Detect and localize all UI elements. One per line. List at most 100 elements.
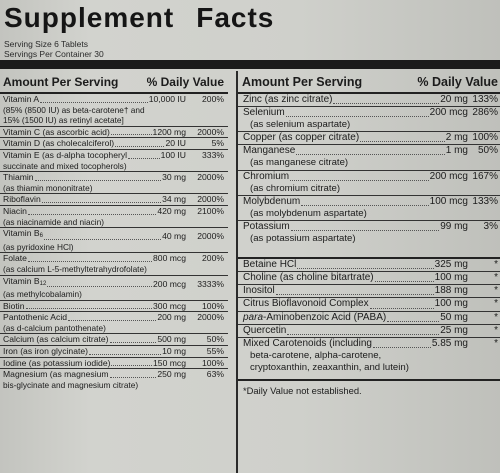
nutrient-name: Pantothenic Acid: [3, 312, 68, 323]
daily-value-percent: 2000%: [197, 312, 224, 323]
dot-leader: [40, 101, 148, 103]
nutrient-name: Vitamin C (as ascorbic acid): [3, 126, 110, 137]
daily-value-percent: *: [494, 285, 498, 297]
dot-leader: [369, 307, 434, 309]
nutrient-source-note: (as calcium L-5-methyltetrahydrofolate): [3, 263, 147, 274]
other-ingredients-list: Betaine HCl 325 mg * Choline (as choline bi…: [238, 257, 500, 374]
nutrient-source-note: cryptoxanthin, zeaxanthin, and lutein): [250, 361, 409, 373]
nutrient-name: Biotin: [3, 300, 25, 311]
nutrient-row: Iron (as iron glycinate) 10 mg 55%: [0, 345, 228, 357]
right-column-header: Amount Per Serving % Daily Value: [238, 71, 500, 94]
nutrient-row: Vitamin A 10,000 IU 200%: [0, 94, 228, 105]
nutrient-source-note: (as chromium citrate): [250, 182, 341, 194]
nutrient-row: Biotin 300 mcg 100%: [0, 299, 228, 312]
nutrient-row: Selenium 200 mcg 286%: [238, 106, 500, 119]
daily-value-percent: *: [494, 259, 498, 271]
title-word-supplement: Supplement: [4, 2, 175, 33]
nutrient-amount: 250 mg: [157, 369, 186, 380]
nutrient-amount: 800 mcg: [153, 253, 186, 264]
dot-leader: [372, 346, 431, 348]
nutrient-name: Selenium: [243, 107, 285, 119]
nutrient-name: Thiamin: [3, 172, 34, 183]
nutrient-name: Iron (as iron glycinate): [3, 346, 89, 357]
nutrient-amount: 200 mcg: [429, 107, 468, 119]
nutrient-amount: 150 mcg: [153, 357, 186, 368]
nutrient-amount: 10 mg: [162, 346, 186, 357]
nutrient-amount: 420 mg: [157, 205, 186, 216]
daily-value-percent: 2000%: [197, 231, 224, 242]
daily-value-percent: 2100%: [197, 205, 224, 216]
nutrient-amount: 20 IU: [165, 138, 186, 149]
nutrient-amount: 25 mg: [440, 324, 468, 336]
dot-leader: [360, 140, 445, 143]
nutrient-amount: 500 mg: [157, 334, 186, 345]
nutrient-name: Betaine HCl: [243, 259, 297, 271]
nutrient-row: para-Aminobenzoic Acid (PABA) 50 mg *: [238, 310, 500, 324]
dot-leader: [333, 102, 440, 105]
nutrient-amount: 200 mg: [157, 312, 186, 323]
left-column-header: Amount Per Serving % Daily Value: [0, 71, 228, 94]
dot-leader: [34, 179, 162, 181]
daily-value-percent: 55%: [206, 346, 224, 357]
dot-leader: [287, 333, 440, 335]
nutrient-amount: 50 mg: [440, 311, 468, 323]
nutrient-source-note: succinate and mixed tocopherols): [3, 160, 127, 171]
nutrient-row: Folate 800 mcg 200%: [0, 252, 228, 264]
nutrient-amount: 30 mg: [162, 172, 186, 183]
daily-value-percent: 133%: [472, 94, 498, 105]
daily-value-percent: 200%: [202, 253, 224, 264]
nutrient-name: Manganese: [243, 145, 296, 157]
nutrient-name: Copper (as copper citrate): [243, 132, 360, 144]
nutrient-name: Magnesium (as magnesium: [3, 369, 109, 380]
daily-value-percent: 3333%: [197, 278, 224, 289]
dot-leader: [27, 260, 153, 262]
nutrient-amount: 100 mcg: [429, 195, 468, 207]
daily-value-percent: 2000%: [197, 172, 224, 183]
nutrient-amount: 1 mg: [445, 145, 468, 157]
nutrient-row: Vitamin D (as cholecalciferol) 20 IU 5%: [0, 137, 228, 149]
daily-value-percent: 133%: [472, 195, 498, 207]
nutrient-amount: 188 mg: [434, 285, 468, 297]
dot-leader: [387, 320, 440, 322]
daily-value-percent: 100%: [472, 132, 498, 144]
nutrient-amount: 1200 mg: [152, 126, 186, 137]
nutrient-name: Quercetin: [243, 324, 287, 336]
nutrient-source-note: bis-glycinate and magnesium citrate): [3, 379, 139, 390]
nutrient-amount: 200 mcg: [153, 278, 186, 289]
nutrient-name: Calcium (as calcium citrate): [3, 334, 109, 345]
daily-value-percent: *: [494, 298, 498, 310]
nutrient-row: Chromium 200 mcg 167%: [238, 169, 500, 183]
nutrient-row: Pantothenic Acid 200 mg 2000%: [0, 311, 228, 323]
nutrient-source-note: (as methylcobalamin): [3, 289, 82, 300]
dot-leader: [374, 280, 434, 283]
nutrient-amount: 20 mg: [440, 94, 468, 105]
daily-value-percent: 3%: [483, 220, 498, 232]
nutrient-row: Copper (as copper citrate) 2 mg 100%: [238, 131, 500, 144]
nutrient-row: Vitamin E (as d-alpha tocopheryl 100 IU 33…: [0, 148, 228, 161]
nutrient-row: Inositol 188 mg *: [238, 284, 500, 297]
daily-value-header: % Daily Value: [146, 75, 224, 89]
dot-leader: [68, 319, 157, 321]
nutrient-row: Calcium (as calcium citrate) 500 mg 50%: [0, 333, 228, 345]
nutrient-source-note: (as molybdenum aspartate): [250, 207, 367, 219]
dot-leader: [290, 179, 429, 181]
daily-value-percent: 167%: [472, 170, 498, 182]
right-nutrient-list: Zinc (as zinc citrate) 20 mg 133% Selenium 2…: [238, 94, 500, 245]
heavy-divider: [0, 60, 500, 69]
left-column: Amount Per Serving % Daily Value Vitamin…: [0, 71, 228, 473]
nutrient-row: Betaine HCl 325 mg *: [238, 259, 500, 271]
daily-value-percent: 2000%: [197, 126, 224, 137]
nutrient-source-note: (as niacinamide and niacin): [3, 216, 105, 227]
dot-leader: [109, 341, 157, 344]
nutrient-row: Molybdenum 100 mcg 133%: [238, 194, 500, 208]
nutrient-row: Zinc (as zinc citrate) 20 mg 133%: [238, 94, 500, 106]
nutrient-source-note: (as manganese citrate): [250, 157, 349, 169]
nutrient-row: Iodine (as potassium iodide) 150 mcg 100%: [0, 356, 228, 369]
nutrient-amount: 40 mg: [162, 231, 186, 242]
nutrient-name: Choline (as choline bitartrate): [243, 272, 374, 284]
nutrient-row: Riboflavin 34 mg 2000%: [0, 193, 228, 205]
nutrient-amount: 100 IU: [160, 149, 186, 160]
dot-leader: [285, 115, 429, 118]
serving-size: Serving Size 6 Tablets: [4, 39, 88, 49]
nutrient-row: Vitamin C (as ascorbic acid) 1200 mg 2000%: [0, 125, 228, 138]
